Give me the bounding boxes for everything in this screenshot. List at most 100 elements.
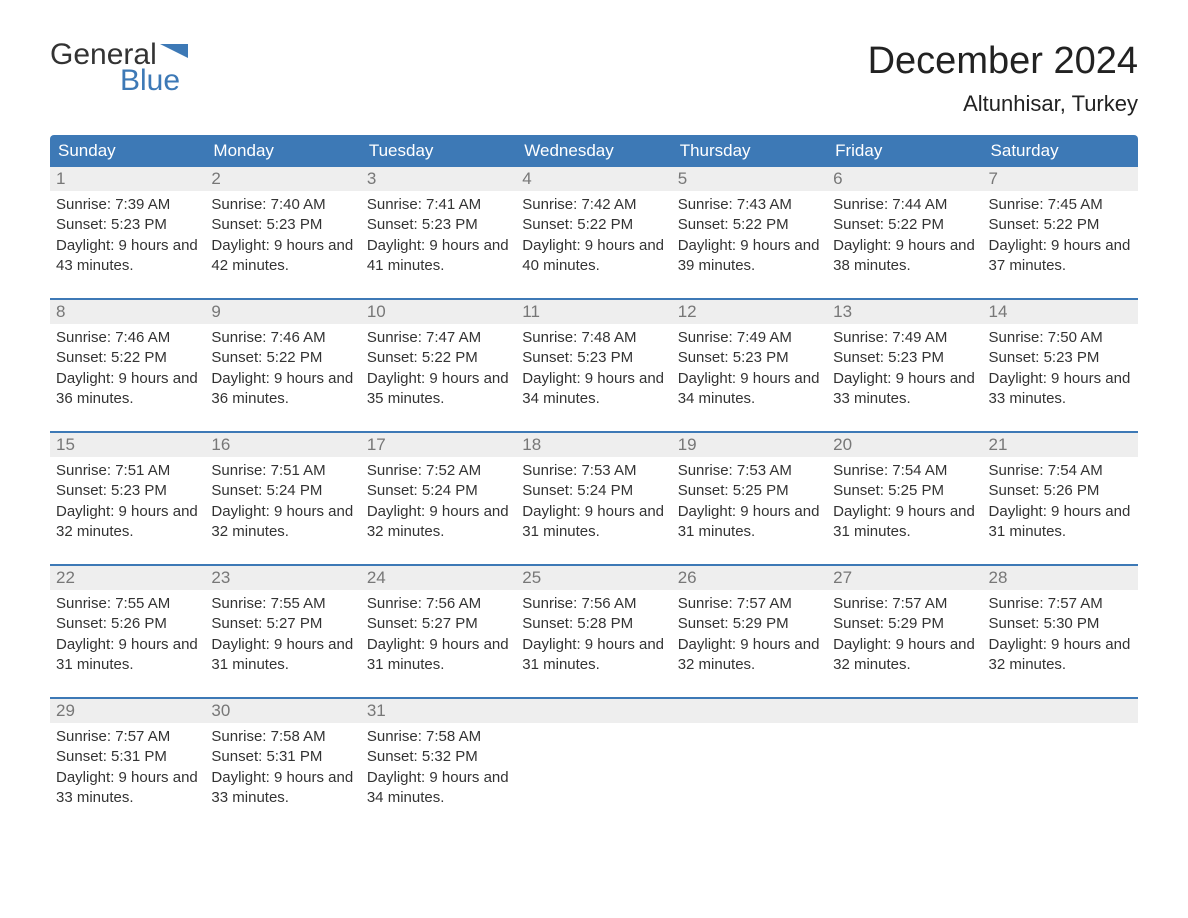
day-number: 27 <box>827 566 982 590</box>
weekday-header: Wednesday <box>516 135 671 167</box>
day-body: Sunrise: 7:56 AMSunset: 5:27 PMDaylight:… <box>361 590 516 683</box>
daylight-line: Daylight: 9 hours and 33 minutes. <box>56 768 199 809</box>
calendar-day-cell: 14Sunrise: 7:50 AMSunset: 5:23 PMDayligh… <box>983 300 1138 417</box>
day-body: Sunrise: 7:54 AMSunset: 5:25 PMDaylight:… <box>827 457 982 550</box>
daylight-line: Daylight: 9 hours and 34 minutes. <box>678 369 821 410</box>
daylight-line: Daylight: 9 hours and 36 minutes. <box>211 369 354 410</box>
calendar-day-cell: 25Sunrise: 7:56 AMSunset: 5:28 PMDayligh… <box>516 566 671 683</box>
sunrise-line: Sunrise: 7:53 AM <box>522 461 665 481</box>
day-number: 2 <box>205 167 360 191</box>
page-header: General Blue December 2024 Altunhisar, T… <box>50 40 1138 117</box>
day-body: Sunrise: 7:52 AMSunset: 5:24 PMDaylight:… <box>361 457 516 550</box>
daylight-line: Daylight: 9 hours and 43 minutes. <box>56 236 199 277</box>
month-title: December 2024 <box>868 40 1138 83</box>
day-number: 20 <box>827 433 982 457</box>
day-body: Sunrise: 7:46 AMSunset: 5:22 PMDaylight:… <box>50 324 205 417</box>
sunrise-line: Sunrise: 7:58 AM <box>211 727 354 747</box>
daylight-line: Daylight: 9 hours and 35 minutes. <box>367 369 510 410</box>
day-body: Sunrise: 7:45 AMSunset: 5:22 PMDaylight:… <box>983 191 1138 284</box>
weekday-header: Monday <box>205 135 360 167</box>
day-number-empty <box>672 699 827 723</box>
day-body: Sunrise: 7:43 AMSunset: 5:22 PMDaylight:… <box>672 191 827 284</box>
day-body: Sunrise: 7:42 AMSunset: 5:22 PMDaylight:… <box>516 191 671 284</box>
day-body: Sunrise: 7:53 AMSunset: 5:24 PMDaylight:… <box>516 457 671 550</box>
calendar-day-cell: 28Sunrise: 7:57 AMSunset: 5:30 PMDayligh… <box>983 566 1138 683</box>
sunset-line: Sunset: 5:22 PM <box>989 215 1132 235</box>
day-number: 6 <box>827 167 982 191</box>
sunset-line: Sunset: 5:23 PM <box>522 348 665 368</box>
day-number: 18 <box>516 433 671 457</box>
calendar-day-cell: 5Sunrise: 7:43 AMSunset: 5:22 PMDaylight… <box>672 167 827 284</box>
day-number: 8 <box>50 300 205 324</box>
sunset-line: Sunset: 5:22 PM <box>678 215 821 235</box>
calendar-day-cell: 27 Sunrise: 7:57 AMSunset: 5:29 PMDayligh… <box>827 566 982 683</box>
day-number: 25 <box>516 566 671 590</box>
day-body: Sunrise: 7:58 AMSunset: 5:31 PMDaylight:… <box>205 723 360 816</box>
daylight-line: Daylight: 9 hours and 33 minutes. <box>211 768 354 809</box>
day-number: 3 <box>361 167 516 191</box>
calendar-day-cell: 30Sunrise: 7:58 AMSunset: 5:31 PMDayligh… <box>205 699 360 816</box>
sunset-line: Sunset: 5:22 PM <box>833 215 976 235</box>
weekday-header: Saturday <box>983 135 1138 167</box>
calendar-day-cell: 9Sunrise: 7:46 AMSunset: 5:22 PMDaylight… <box>205 300 360 417</box>
day-number: 16 <box>205 433 360 457</box>
daylight-line: Daylight: 9 hours and 31 minutes. <box>833 502 976 543</box>
calendar-day-cell <box>516 699 671 816</box>
day-number: 21 <box>983 433 1138 457</box>
daylight-line: Daylight: 9 hours and 33 minutes. <box>833 369 976 410</box>
daylight-line: Daylight: 9 hours and 34 minutes. <box>522 369 665 410</box>
sunset-line: Sunset: 5:23 PM <box>56 215 199 235</box>
calendar-day-cell: 26Sunrise: 7:57 AMSunset: 5:29 PMDayligh… <box>672 566 827 683</box>
day-number: 12 <box>672 300 827 324</box>
sunrise-line: Sunrise: 7:46 AM <box>56 328 199 348</box>
calendar-day-cell: 29Sunrise: 7:57 AMSunset: 5:31 PMDayligh… <box>50 699 205 816</box>
sunset-line: Sunset: 5:22 PM <box>211 348 354 368</box>
sunrise-line: Sunrise: 7:43 AM <box>678 195 821 215</box>
calendar-day-cell: 4Sunrise: 7:42 AMSunset: 5:22 PMDaylight… <box>516 167 671 284</box>
daylight-line: Daylight: 9 hours and 34 minutes. <box>367 768 510 809</box>
location-subtitle: Altunhisar, Turkey <box>868 91 1138 117</box>
sunrise-line: Sunrise: 7:56 AM <box>522 594 665 614</box>
day-number-empty <box>983 699 1138 723</box>
calendar-day-cell: 6Sunrise: 7:44 AMSunset: 5:22 PMDaylight… <box>827 167 982 284</box>
sunset-line: Sunset: 5:31 PM <box>211 747 354 767</box>
calendar: Sunday Monday Tuesday Wednesday Thursday… <box>50 135 1138 816</box>
day-number: 24 <box>361 566 516 590</box>
sunrise-line: Sunrise: 7:49 AM <box>678 328 821 348</box>
day-body: Sunrise: 7:57 AMSunset: 5:29 PMDaylight:… <box>672 590 827 683</box>
sunset-line: Sunset: 5:23 PM <box>367 215 510 235</box>
calendar-day-cell: 15Sunrise: 7:51 AMSunset: 5:23 PMDayligh… <box>50 433 205 550</box>
weeks-container: 1Sunrise: 7:39 AMSunset: 5:23 PMDaylight… <box>50 167 1138 816</box>
day-body: Sunrise: 7:41 AMSunset: 5:23 PMDaylight:… <box>361 191 516 284</box>
calendar-week: 15Sunrise: 7:51 AMSunset: 5:23 PMDayligh… <box>50 431 1138 550</box>
calendar-day-cell: 24Sunrise: 7:56 AMSunset: 5:27 PMDayligh… <box>361 566 516 683</box>
sunset-line: Sunset: 5:28 PM <box>522 614 665 634</box>
daylight-line: Daylight: 9 hours and 37 minutes. <box>989 236 1132 277</box>
sunset-line: Sunset: 5:22 PM <box>367 348 510 368</box>
day-number: 10 <box>361 300 516 324</box>
sunrise-line: Sunrise: 7:54 AM <box>833 461 976 481</box>
sunrise-line: Sunrise: 7:58 AM <box>367 727 510 747</box>
daylight-line: Daylight: 9 hours and 41 minutes. <box>367 236 510 277</box>
sunset-line: Sunset: 5:22 PM <box>56 348 199 368</box>
sunrise-line: Sunrise: 7:57 AM <box>833 594 976 614</box>
sunset-line: Sunset: 5:23 PM <box>678 348 821 368</box>
sunrise-line: Sunrise: 7:57 AM <box>678 594 821 614</box>
daylight-line: Daylight: 9 hours and 38 minutes. <box>833 236 976 277</box>
calendar-week: 8Sunrise: 7:46 AMSunset: 5:22 PMDaylight… <box>50 298 1138 417</box>
sunset-line: Sunset: 5:29 PM <box>833 614 976 634</box>
calendar-day-cell <box>983 699 1138 816</box>
sunset-line: Sunset: 5:23 PM <box>989 348 1132 368</box>
day-body: Sunrise: 7:55 AMSunset: 5:26 PMDaylight:… <box>50 590 205 683</box>
calendar-day-cell <box>672 699 827 816</box>
day-number-empty <box>516 699 671 723</box>
day-body: Sunrise: 7:54 AMSunset: 5:26 PMDaylight:… <box>983 457 1138 550</box>
day-body: Sunrise: 7:46 AMSunset: 5:22 PMDaylight:… <box>205 324 360 417</box>
daylight-line: Daylight: 9 hours and 40 minutes. <box>522 236 665 277</box>
sunrise-line: Sunrise: 7:48 AM <box>522 328 665 348</box>
sunrise-line: Sunrise: 7:51 AM <box>211 461 354 481</box>
sunrise-line: Sunrise: 7:50 AM <box>989 328 1132 348</box>
calendar-day-cell: 12 Sunrise: 7:49 AMSunset: 5:23 PMDayligh… <box>672 300 827 417</box>
day-number: 30 <box>205 699 360 723</box>
daylight-line: Daylight: 9 hours and 32 minutes. <box>833 635 976 676</box>
